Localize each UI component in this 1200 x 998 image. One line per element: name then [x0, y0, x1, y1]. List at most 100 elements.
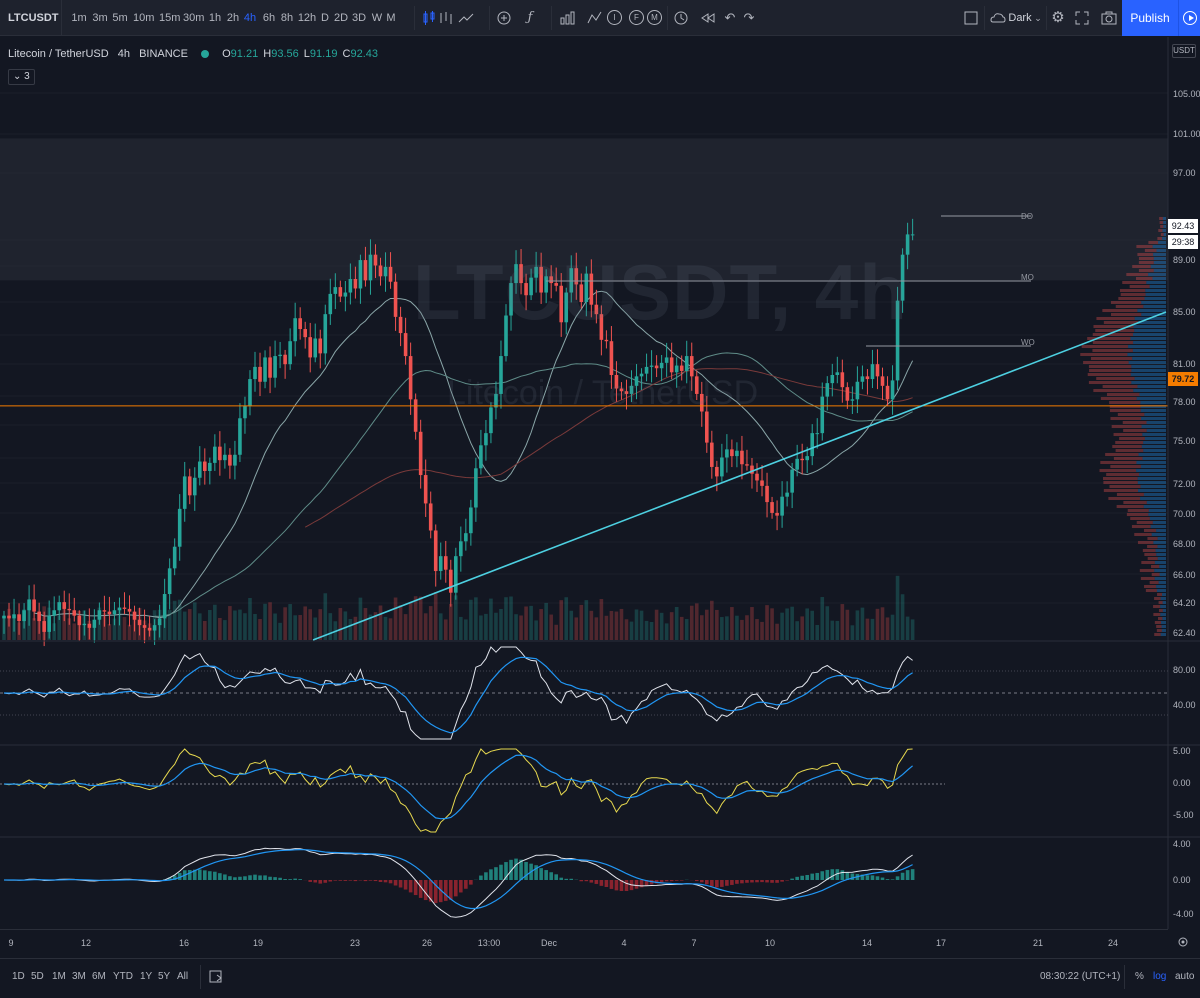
range-5y[interactable]: 5Y [158, 971, 171, 982]
volume-bar [368, 614, 373, 640]
range-1m[interactable]: 1M [52, 971, 66, 982]
clock-timezone[interactable]: 08:30:22 (UTC+1) [1040, 971, 1121, 982]
template-icon-f[interactable]: F [629, 10, 644, 25]
template-icon-m[interactable]: M [647, 10, 662, 25]
indicators-toggle[interactable]: ⌄ 3 [8, 69, 35, 85]
compare-symbol-icon[interactable] [495, 9, 513, 27]
range-6m[interactable]: 6M [92, 971, 106, 982]
camera-icon[interactable] [1100, 9, 1118, 27]
undo-icon[interactable]: ↶ [724, 10, 736, 25]
macd-pane [3, 847, 915, 918]
interval-15m[interactable]: 15m [159, 12, 181, 24]
interval-5m[interactable]: 5m [112, 12, 128, 24]
chevron-down-icon: ⌄ [13, 71, 22, 82]
range-1y[interactable]: 1Y [140, 971, 153, 982]
price-label: 72.00 [1173, 479, 1196, 489]
interval-30m[interactable]: 30m [183, 12, 205, 24]
profile-bar-buy [1141, 313, 1166, 316]
go-to-date-icon[interactable] [207, 967, 225, 985]
profile-bar-buy [1161, 629, 1166, 632]
chart-canvas[interactable] [0, 37, 1200, 929]
time-axis[interactable]: 9 12 16 19 23 26 13:00 Dec 4 7 10 14 17 21 24 [0, 929, 1168, 957]
financials-icon[interactable] [558, 9, 576, 27]
profile-bar-buy [1127, 353, 1166, 356]
candles-style-icon[interactable] [420, 9, 438, 27]
interval-2D[interactable]: 2D [333, 12, 349, 24]
interval-8h[interactable]: 8h [280, 12, 294, 24]
macd-histogram-bar [770, 880, 774, 883]
auto-scale-toggle[interactable]: auto [1175, 971, 1195, 982]
currency-badge[interactable]: USDT [1172, 44, 1196, 58]
profile-bar-buy [1153, 541, 1166, 544]
macd-histogram-bar [177, 872, 182, 880]
candle-body [383, 266, 388, 277]
chart-area[interactable]: LTCUSDT, 4h Litecoin / TetherUSD Litecoi… [0, 37, 1200, 961]
select-layout-icon[interactable] [962, 9, 980, 27]
volume-bar [604, 615, 609, 640]
profile-bar-buy [1160, 621, 1166, 624]
indicators-icon[interactable]: ƒ [527, 10, 533, 25]
volume-bar [865, 618, 870, 640]
interval-4h[interactable]: 4h [243, 12, 257, 24]
macd-histogram-bar [800, 875, 804, 880]
range-3m[interactable]: 3M [72, 971, 86, 982]
symbol-search[interactable]: LTCUSDT [0, 0, 62, 36]
alert-chart-icon[interactable] [586, 9, 604, 27]
fullscreen-icon[interactable] [1073, 9, 1091, 27]
profile-bar-sell [1122, 281, 1147, 284]
cloud-icon[interactable] [989, 9, 1007, 27]
candle-body [368, 254, 373, 281]
macd-histogram-bar [745, 880, 749, 883]
volume-bar [544, 602, 548, 640]
theme-name[interactable]: Dark [1008, 12, 1032, 24]
legend-pair[interactable]: Litecoin / TetherUSD [8, 48, 109, 60]
volume-bar [845, 609, 850, 640]
range-1d[interactable]: 1D [12, 971, 25, 982]
profile-bar-sell [1102, 309, 1138, 312]
volume-bar [253, 614, 257, 640]
chevron-down-icon[interactable]: ⌄ [1034, 13, 1042, 23]
candle-body [203, 461, 207, 471]
interval-1m[interactable]: 1m [71, 12, 87, 24]
publish-options-button[interactable] [1178, 0, 1200, 36]
percent-scale-toggle[interactable]: % [1135, 971, 1144, 982]
range-all[interactable]: All [177, 971, 189, 982]
interval-10m[interactable]: 10m [133, 12, 155, 24]
indicator-line-icon[interactable] [457, 9, 475, 27]
separator [489, 6, 490, 30]
volume-bar [443, 619, 448, 640]
candle-body [584, 273, 589, 302]
profile-bar-sell [1087, 373, 1131, 376]
interval-3D[interactable]: 3D [351, 12, 367, 24]
range-5d[interactable]: 5D [31, 971, 44, 982]
macd-histogram-bar [614, 880, 619, 891]
profile-bar-buy [1128, 345, 1166, 348]
interval-M[interactable]: M [386, 12, 396, 24]
interval-12h[interactable]: 12h [297, 12, 317, 24]
chart-type-dropdown-icon[interactable] [437, 9, 455, 27]
range-ytd[interactable]: YTD [113, 971, 133, 982]
redo-icon[interactable]: ↷ [743, 10, 755, 25]
replay-icon[interactable] [699, 9, 717, 27]
interval-1h[interactable]: 1h [208, 12, 222, 24]
publish-button[interactable]: Publish [1122, 0, 1178, 36]
candle-body [62, 602, 67, 609]
axis-settings-icon[interactable] [1176, 935, 1190, 952]
macd-histogram-bar [313, 880, 318, 883]
profile-bar-buy [1140, 401, 1166, 404]
template-icon-i[interactable]: I [607, 10, 622, 25]
gear-icon[interactable]: ⚙ [1051, 9, 1065, 26]
macd-histogram-bar [418, 880, 423, 898]
interval-3m[interactable]: 3m [92, 12, 108, 24]
interval-W[interactable]: W [371, 12, 383, 24]
alert-icon[interactable] [672, 9, 690, 27]
interval-6h[interactable]: 6h [262, 12, 276, 24]
log-scale-toggle[interactable]: log [1153, 971, 1167, 982]
profile-bar-sell [1136, 521, 1153, 524]
interval-D[interactable]: D [321, 12, 329, 24]
volume-bar [57, 615, 62, 640]
volume-bar [614, 611, 619, 640]
volume-bar [885, 617, 890, 640]
profile-bar-sell [1108, 497, 1141, 500]
interval-2h[interactable]: 2h [226, 12, 240, 24]
